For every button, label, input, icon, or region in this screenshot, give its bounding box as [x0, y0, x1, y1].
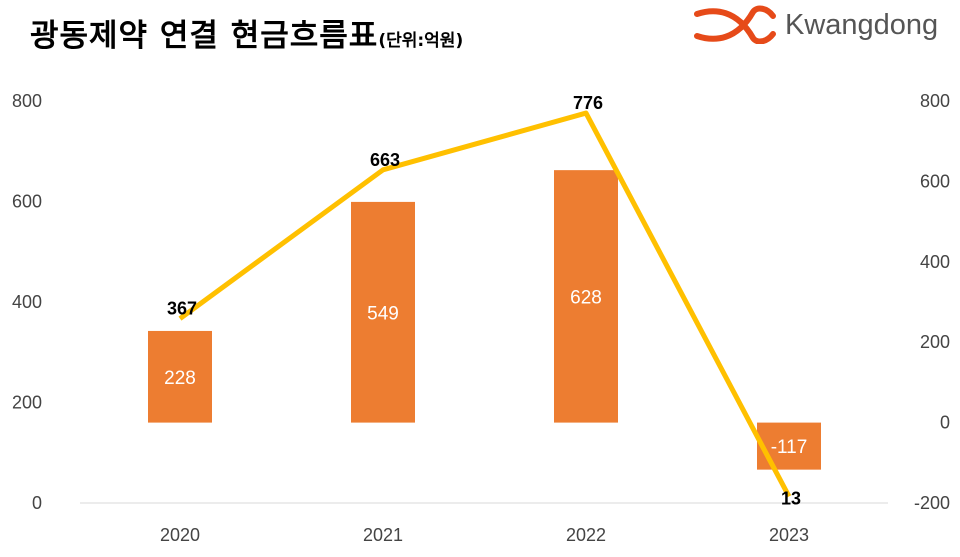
- line-value-label: 367: [167, 299, 197, 319]
- bar-value-label: 228: [164, 368, 196, 389]
- left-axis-ticks: 0 200 400 600 800: [12, 91, 42, 513]
- line-value-label: 776: [573, 93, 603, 113]
- x-tick-label: 2022: [566, 525, 606, 545]
- logo-text: Kwangdong: [785, 9, 938, 41]
- x-tick-label: 2021: [363, 525, 403, 545]
- right-tick-label: 400: [920, 252, 950, 272]
- line-path: [178, 110, 792, 498]
- right-tick-label: -200: [914, 493, 950, 513]
- left-tick-label: 400: [12, 292, 42, 312]
- right-tick-label: 0: [940, 413, 950, 433]
- left-tick-label: 600: [12, 192, 42, 212]
- left-tick-label: 800: [12, 91, 42, 111]
- kwangdong-logo: Kwangdong: [694, 5, 938, 44]
- line-value-label: 663: [370, 150, 400, 170]
- bar-value-label: 628: [570, 287, 602, 308]
- chart-title: 광동제약 연결 현금흐름표(단위:억원): [30, 10, 463, 55]
- right-tick-label: 800: [920, 91, 950, 111]
- x-tick-label: 2023: [769, 525, 809, 545]
- bar: [757, 422, 821, 470]
- bar: [148, 330, 212, 423]
- right-tick-label: 200: [920, 332, 950, 352]
- right-tick-label: 600: [920, 171, 950, 191]
- chart-title-main: 광동제약 연결 현금흐름표: [30, 18, 379, 54]
- chart-unit: (단위:억원): [378, 31, 464, 51]
- left-tick-label: 200: [12, 393, 42, 413]
- line-value-label: 13: [781, 488, 801, 508]
- bar-value-label: -117: [771, 437, 808, 458]
- right-axis-ticks: -200 0 200 400 600 800: [914, 91, 950, 513]
- kwangdong-logo-icon: [694, 5, 776, 44]
- bar: [351, 201, 415, 423]
- left-tick-label: 0: [32, 493, 42, 513]
- x-axis-ticks: 2020 2021 2022 2023: [160, 525, 809, 545]
- bar-value-label: 549: [367, 303, 399, 324]
- bar: [554, 170, 618, 423]
- bar-series: 228 549 628 -117: [148, 170, 821, 470]
- line-series: 367 663 776 13: [167, 93, 801, 508]
- x-tick-label: 2020: [160, 525, 200, 545]
